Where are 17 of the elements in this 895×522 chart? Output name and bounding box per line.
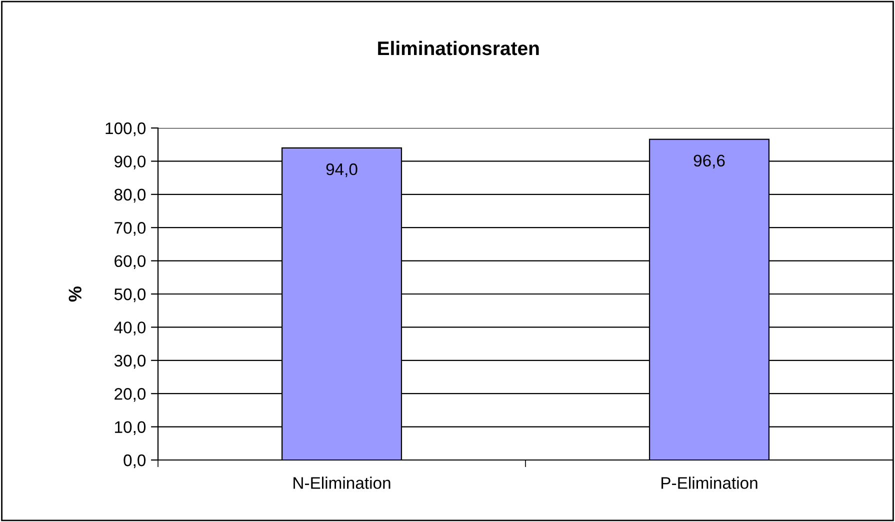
data-label: 94,0	[326, 163, 358, 178]
x-tick-label: P-Elimination	[662, 476, 758, 489]
x-tick-label: N-Elimination	[294, 476, 390, 489]
y-tick-label: 20,0	[114, 388, 146, 402]
y-tick-label: 0,0	[124, 454, 146, 468]
y-tick-label: 50,0	[114, 288, 146, 302]
y-tick-label: 60,0	[114, 255, 146, 269]
y-tick-label: 30,0	[114, 354, 146, 369]
y-tick-label: 10,0	[115, 421, 146, 435]
y-axis-title: %	[68, 286, 82, 302]
chart-title: Eliminationsraten	[378, 40, 539, 56]
y-tick-label: 80,0	[114, 188, 146, 203]
y-tick-label: 40,0	[114, 322, 146, 336]
y-tick-label: 70,0	[114, 222, 146, 236]
y-tick-label: 100,0	[106, 122, 146, 136]
y-tick-label: 90,0	[114, 156, 146, 170]
data-label: 96,6	[694, 154, 725, 169]
